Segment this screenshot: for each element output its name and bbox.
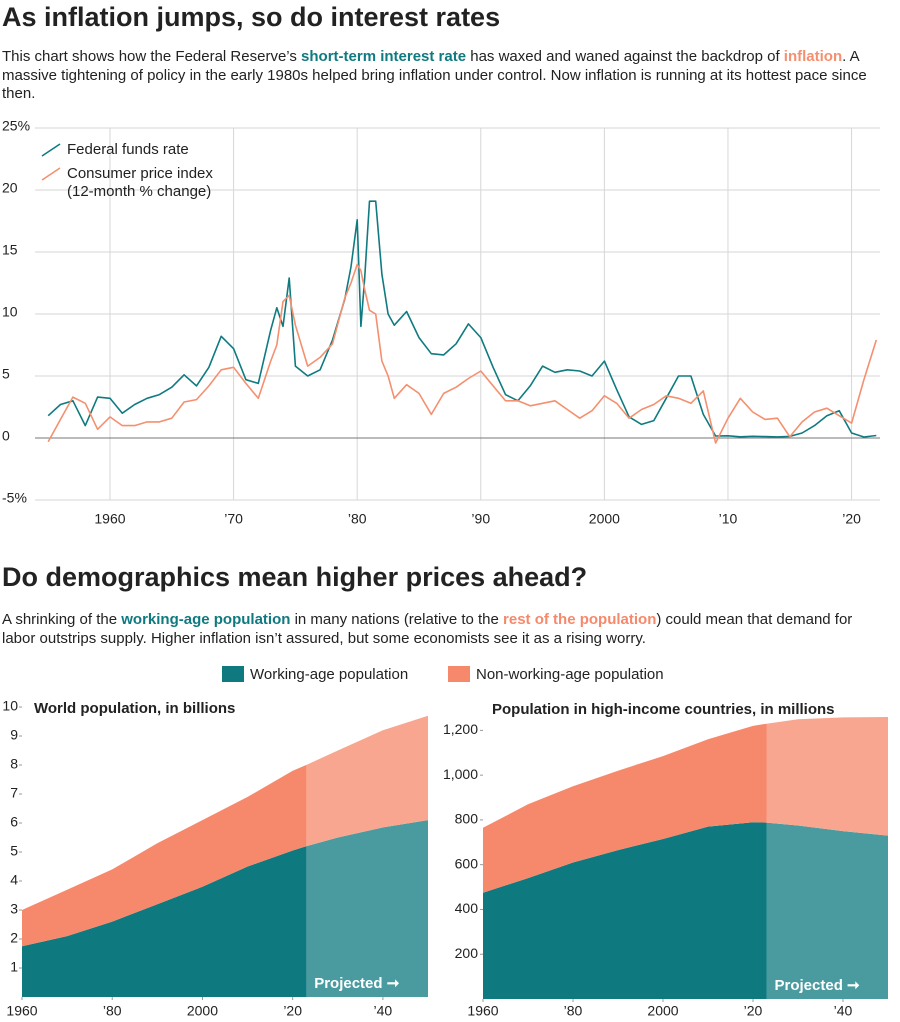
text: This chart shows how the Federal Reserve… — [2, 48, 302, 65]
y-tick-label: 600 — [455, 855, 479, 871]
panel-title: World population, in billions — [34, 700, 235, 717]
annotation: Projected ➞ — [775, 977, 861, 994]
legend-swatch — [41, 143, 61, 157]
projection-shade — [766, 708, 888, 999]
y-tick-label: 6 — [10, 814, 18, 830]
x-tick-label: ’20 — [842, 511, 861, 527]
highlight: working-age population — [121, 611, 291, 628]
y-tick-label: 7 — [10, 785, 18, 801]
highlight: short-term interest rate — [301, 48, 467, 65]
legend-label: Federal funds rate — [67, 141, 189, 158]
series-line — [47, 200, 877, 438]
y-tick-label: 0 — [2, 428, 10, 444]
x-tick-label: ’20 — [744, 1003, 763, 1019]
y-tick-label: 15 — [2, 242, 18, 258]
annotation: Projected ➞ — [314, 975, 400, 992]
x-tick-label: ’40 — [834, 1003, 853, 1019]
legend-swatch — [448, 666, 470, 682]
series-line — [47, 263, 878, 444]
legend-label: Non-working-age population — [476, 666, 664, 683]
area — [22, 820, 428, 997]
y-tick-label: 400 — [455, 900, 479, 916]
y-tick-label: 5 — [10, 843, 18, 859]
x-tick-label: 2000 — [187, 1003, 218, 1019]
y-tick-label: 2 — [10, 930, 18, 946]
text: in many nations (relative to the — [290, 611, 504, 628]
y-tick-label: 200 — [455, 945, 479, 961]
title: As inflation jumps, so do interest rates — [2, 2, 501, 32]
title: Do demographics mean higher prices ahead… — [2, 562, 588, 592]
y-tick-label: 3 — [10, 901, 18, 917]
x-tick-label: 1960 — [6, 1003, 37, 1019]
text: ) could mean that demand for labor outst… — [2, 611, 853, 647]
x-tick-label: 2000 — [647, 1003, 678, 1019]
description: A shrinking of the working-age populatio… — [2, 611, 887, 648]
projection-shade — [306, 707, 428, 997]
y-tick-label: 10 — [2, 304, 18, 320]
x-tick-label: ’90 — [471, 511, 490, 527]
y-tick-label: 5 — [2, 366, 10, 382]
x-tick-label: ’80 — [348, 511, 367, 527]
y-tick-label: 1,000 — [443, 766, 478, 782]
text: A shrinking of the — [2, 611, 122, 628]
text: . A massive tightening of policy in the … — [2, 48, 867, 102]
x-tick-label: ’20 — [283, 1003, 302, 1019]
y-tick-label: -5% — [2, 490, 27, 506]
area — [483, 822, 888, 999]
highlight: rest of the population — [503, 611, 657, 628]
x-tick-label: ’40 — [374, 1003, 393, 1019]
y-tick-label: 25% — [2, 118, 30, 134]
legend-label: Working-age population — [250, 666, 408, 683]
highlight: inflation — [783, 48, 843, 65]
x-tick-label: 2000 — [589, 511, 620, 527]
legend-label: Consumer price index (12-month % change) — [67, 165, 213, 200]
y-tick-label: 20 — [2, 180, 18, 196]
y-tick-label: 10 — [2, 698, 18, 714]
legend-swatch — [222, 666, 244, 682]
y-tick-label: 8 — [10, 756, 18, 772]
x-tick-label: ’70 — [224, 511, 243, 527]
area — [22, 715, 428, 947]
y-tick-label: 4 — [10, 872, 18, 888]
x-tick-label: 1960 — [467, 1003, 498, 1019]
x-tick-label: ’80 — [103, 1003, 122, 1019]
x-tick-label: ’10 — [719, 511, 738, 527]
panel-title: Population in high-income countries, in … — [492, 701, 835, 718]
x-tick-label: 1960 — [94, 511, 125, 527]
y-tick-label: 9 — [10, 727, 18, 743]
y-tick-label: 1 — [10, 959, 18, 975]
text: has waxed and waned against the backdrop… — [466, 48, 784, 65]
description: This chart shows how the Federal Reserve… — [2, 48, 887, 104]
legend-swatch — [41, 167, 61, 181]
y-tick-label: 800 — [455, 811, 479, 827]
y-tick-label: 1,200 — [443, 721, 478, 737]
area — [483, 717, 888, 893]
x-tick-label: ’80 — [564, 1003, 583, 1019]
